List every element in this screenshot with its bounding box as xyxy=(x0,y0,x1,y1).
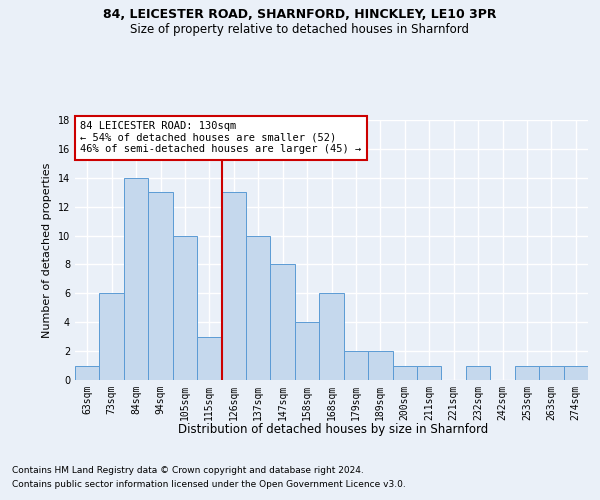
Bar xyxy=(295,322,319,380)
Text: Distribution of detached houses by size in Sharnford: Distribution of detached houses by size … xyxy=(178,422,488,436)
Bar xyxy=(75,366,100,380)
Bar xyxy=(100,294,124,380)
Bar xyxy=(197,336,221,380)
Bar xyxy=(466,366,490,380)
Bar xyxy=(271,264,295,380)
Text: 84, LEICESTER ROAD, SHARNFORD, HINCKLEY, LE10 3PR: 84, LEICESTER ROAD, SHARNFORD, HINCKLEY,… xyxy=(103,8,497,20)
Bar xyxy=(515,366,539,380)
Bar xyxy=(417,366,442,380)
Text: Contains public sector information licensed under the Open Government Licence v3: Contains public sector information licen… xyxy=(12,480,406,489)
Bar xyxy=(368,351,392,380)
Bar xyxy=(173,236,197,380)
Bar xyxy=(344,351,368,380)
Bar xyxy=(148,192,173,380)
Bar xyxy=(221,192,246,380)
Bar xyxy=(124,178,148,380)
Bar xyxy=(392,366,417,380)
Text: 84 LEICESTER ROAD: 130sqm
← 54% of detached houses are smaller (52)
46% of semi-: 84 LEICESTER ROAD: 130sqm ← 54% of detac… xyxy=(80,122,361,154)
Text: Size of property relative to detached houses in Sharnford: Size of property relative to detached ho… xyxy=(131,22,470,36)
Y-axis label: Number of detached properties: Number of detached properties xyxy=(42,162,52,338)
Bar xyxy=(563,366,588,380)
Bar xyxy=(319,294,344,380)
Bar xyxy=(539,366,563,380)
Bar xyxy=(246,236,271,380)
Text: Contains HM Land Registry data © Crown copyright and database right 2024.: Contains HM Land Registry data © Crown c… xyxy=(12,466,364,475)
